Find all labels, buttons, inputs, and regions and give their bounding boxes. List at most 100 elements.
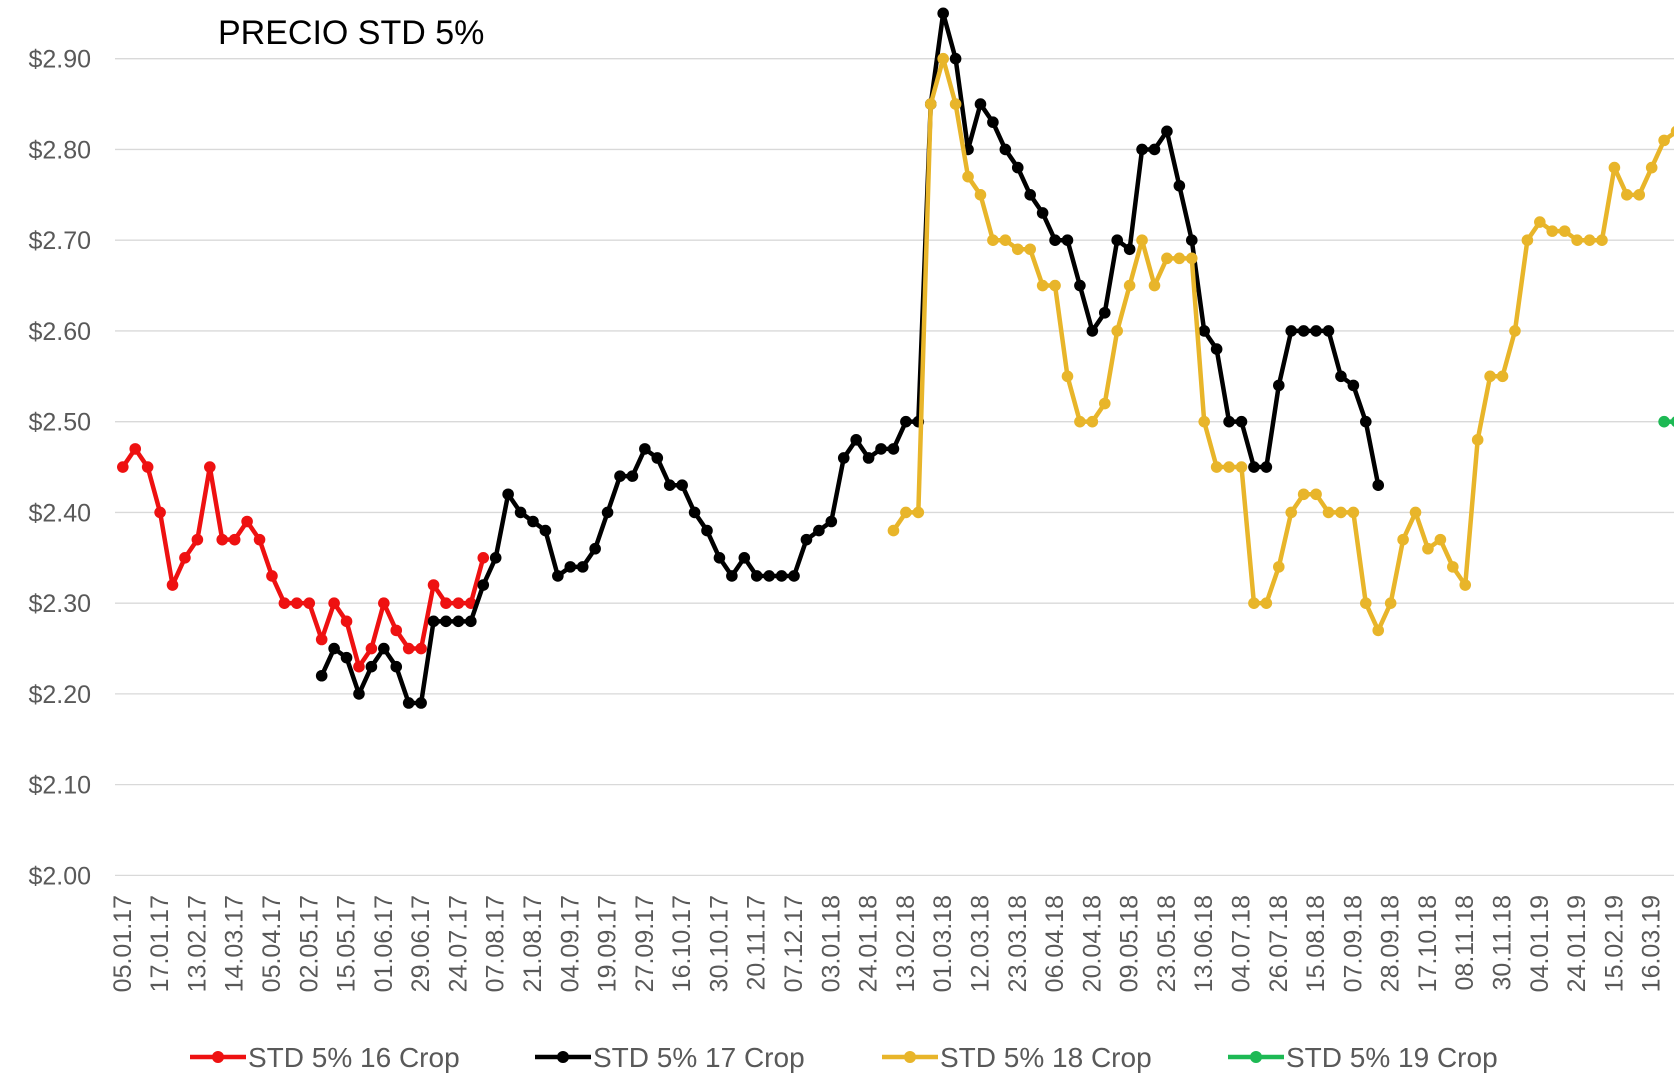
- y-tick-label: $2.20: [28, 681, 91, 709]
- x-tick-label: 15.08.18: [1302, 895, 1330, 992]
- x-tick-label: 30.10.17: [705, 895, 733, 992]
- series-line: [319, 11, 1381, 706]
- legend-marker: [557, 1051, 569, 1063]
- series-line: [120, 446, 486, 669]
- data-point: [1471, 434, 1484, 446]
- data-point: [427, 615, 440, 628]
- data-point: [1173, 179, 1186, 192]
- data-point: [291, 597, 303, 609]
- x-tick-label: 20.11.17: [743, 895, 771, 990]
- data-point: [949, 52, 962, 65]
- x-tick-label: 01.03.18: [929, 895, 957, 992]
- data-point: [639, 443, 651, 455]
- x-tick-label: 05.04.17: [258, 895, 286, 992]
- data-point: [1645, 161, 1658, 174]
- data-point: [987, 234, 999, 246]
- data-point: [191, 533, 204, 546]
- data-point: [1272, 379, 1285, 392]
- data-point: [1185, 252, 1198, 265]
- data-point: [1148, 279, 1161, 292]
- data-point: [539, 524, 552, 537]
- data-point: [552, 570, 564, 582]
- data-point: [974, 189, 987, 201]
- data-point: [353, 660, 365, 673]
- data-point: [303, 597, 316, 609]
- series: [117, 443, 490, 673]
- data-point: [1658, 415, 1670, 428]
- data-point: [800, 533, 813, 546]
- data-point: [1347, 506, 1360, 519]
- data-point: [763, 570, 775, 582]
- data-point: [489, 551, 502, 564]
- data-point: [1111, 234, 1123, 246]
- data-point: [328, 642, 340, 655]
- y-tick-label: $2.40: [28, 499, 91, 527]
- data-point: [601, 506, 614, 519]
- data-point: [1074, 415, 1086, 428]
- data-point: [1571, 234, 1583, 246]
- series-line: [891, 56, 1674, 633]
- data-point: [502, 488, 514, 501]
- x-tick-label: 21.08.17: [519, 895, 547, 992]
- series: [1658, 415, 1674, 428]
- data-point: [987, 116, 999, 129]
- data-point: [1098, 397, 1111, 410]
- data-point: [1335, 370, 1347, 383]
- data-point: [1260, 597, 1273, 609]
- data-point: [1521, 234, 1534, 246]
- data-point: [1049, 279, 1061, 292]
- data-point: [701, 524, 713, 537]
- x-tick-label: 29.06.17: [407, 895, 435, 992]
- data-point: [1036, 207, 1049, 219]
- data-point: [141, 461, 154, 473]
- x-tick-label: 30.11.18: [1489, 895, 1517, 990]
- y-tick-label: $2.80: [28, 136, 91, 164]
- data-point: [999, 234, 1012, 246]
- data-point: [1347, 379, 1360, 392]
- data-point: [1409, 506, 1422, 519]
- data-point: [117, 461, 129, 473]
- data-point: [875, 443, 887, 455]
- x-tick-label: 04.01.19: [1526, 895, 1554, 992]
- x-tick-label: 17.01.17: [146, 895, 174, 992]
- x-tick-label: 09.05.18: [1116, 895, 1144, 992]
- data-point: [440, 615, 452, 628]
- data-point: [887, 524, 900, 537]
- data-point: [1546, 225, 1559, 237]
- data-point: [626, 470, 639, 482]
- data-point: [1235, 415, 1248, 428]
- x-tick-label: 24.01.18: [855, 895, 883, 992]
- data-point: [1297, 488, 1310, 501]
- data-point: [1496, 370, 1509, 383]
- x-tick-label: 15.02.19: [1600, 895, 1628, 992]
- data-point: [1210, 343, 1223, 355]
- x-tick-label: 20.04.18: [1078, 895, 1106, 992]
- x-tick-label: 24.01.19: [1563, 895, 1591, 992]
- data-point: [266, 570, 278, 582]
- x-tick-label: 23.03.18: [1004, 895, 1032, 992]
- data-point: [1272, 561, 1285, 573]
- chart-title: PRECIO STD 5%: [218, 14, 484, 52]
- data-point: [1670, 126, 1674, 137]
- data-point: [676, 479, 688, 491]
- data-point: [378, 597, 390, 609]
- data-point: [1322, 325, 1335, 337]
- data-point: [1011, 161, 1024, 174]
- data-point: [937, 52, 949, 65]
- x-tick-label: 06.04.18: [1041, 895, 1069, 992]
- x-tick-label: 15.05.17: [333, 895, 361, 992]
- data-point: [1608, 161, 1621, 174]
- data-point: [452, 615, 465, 628]
- x-tick-label: 01.06.17: [370, 895, 398, 992]
- data-point: [887, 443, 900, 455]
- x-tick-label: 24.07.17: [444, 895, 472, 992]
- y-tick-label: $2.50: [28, 409, 91, 437]
- data-point: [1136, 143, 1148, 156]
- data-point: [415, 697, 427, 709]
- data-point: [1621, 189, 1633, 201]
- data-point: [477, 579, 490, 591]
- data-point: [1372, 479, 1385, 491]
- x-tick-label: 13.02.18: [892, 895, 920, 992]
- data-point: [402, 697, 415, 709]
